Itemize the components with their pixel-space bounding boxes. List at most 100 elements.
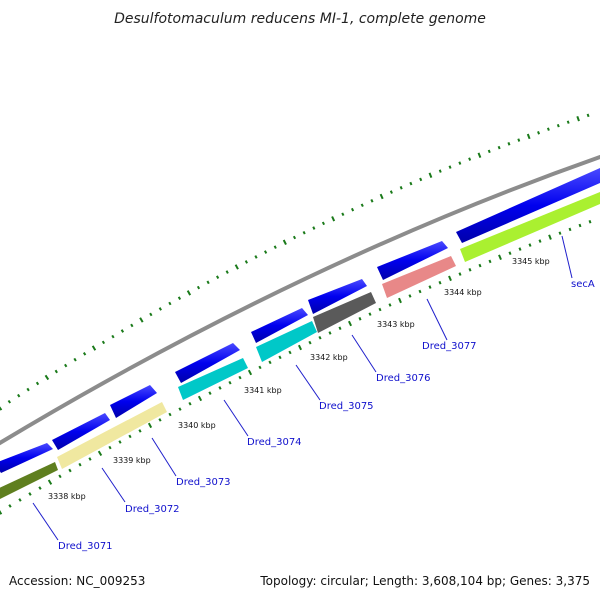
tick-mark <box>118 440 122 444</box>
forward-gene-arrow <box>175 343 240 383</box>
tick-mark <box>168 412 172 417</box>
leader-line <box>426 298 448 341</box>
tick-mark <box>448 275 452 282</box>
tick-mark <box>0 406 3 411</box>
tick-mark <box>244 260 248 264</box>
tick-mark <box>238 375 242 380</box>
tick-mark <box>360 203 364 208</box>
outer-tick-ring <box>0 113 590 411</box>
kbp-label: 3338 kbp <box>48 492 86 501</box>
tick-mark <box>282 239 287 246</box>
reverse-gene-dred_3074 <box>178 358 248 400</box>
tick-mark <box>18 498 22 502</box>
map-title: Desulfotomaculum reducens MI-1, complete… <box>114 11 486 27</box>
tick-mark <box>130 323 134 328</box>
tick-mark <box>234 264 239 270</box>
tick-mark <box>177 296 182 300</box>
tick-mark <box>254 255 258 259</box>
tick-mark <box>399 186 403 190</box>
tick-mark <box>147 422 153 429</box>
forward-gene-arrow <box>110 385 157 418</box>
tick-mark <box>409 181 413 186</box>
tick-mark <box>149 312 153 317</box>
gene-label: Dred_3077 <box>422 341 477 352</box>
tick-mark <box>428 285 432 289</box>
tick-mark <box>398 297 402 304</box>
tick-mark <box>196 285 201 290</box>
tick-mark <box>588 219 592 224</box>
tick-mark <box>108 445 112 450</box>
tick-mark <box>508 251 512 255</box>
forward-strand <box>0 168 600 473</box>
forward-gene-arrow <box>377 241 448 280</box>
tick-mark <box>341 212 345 217</box>
tick-mark <box>97 450 103 457</box>
leader-line <box>351 334 377 373</box>
gene-label: Dred_3073 <box>176 477 231 488</box>
tick-mark <box>546 127 550 131</box>
tick-mark <box>418 289 422 294</box>
reverse-strand <box>0 192 600 499</box>
tick-mark <box>468 268 472 272</box>
tick-mark <box>488 259 492 264</box>
tick-mark <box>8 504 12 508</box>
forward-gene-arrow <box>251 308 308 343</box>
label-leaders <box>32 235 573 541</box>
tick-mark <box>438 169 442 173</box>
tick-mark <box>268 360 272 365</box>
tick-mark <box>216 275 220 279</box>
tick-mark <box>566 120 570 124</box>
tick-mark <box>38 486 42 490</box>
tick-mark <box>128 434 132 439</box>
forward-gene-arrow <box>0 443 53 473</box>
tick-mark <box>35 381 40 386</box>
tick-mark <box>558 231 562 235</box>
tick-mark <box>225 270 229 274</box>
tick-mark <box>278 355 282 360</box>
tick-mark <box>120 329 125 333</box>
leader-line <box>561 235 573 279</box>
tick-mark <box>258 365 262 370</box>
tick-mark <box>197 395 203 402</box>
tick-mark <box>0 510 3 515</box>
tick-mark <box>458 272 462 276</box>
tick-mark <box>419 177 423 182</box>
tick-mark <box>448 165 452 169</box>
tick-mark <box>347 320 353 327</box>
kbp-scale: 3338 kbp 3339 kbp 3340 kbp 3341 kbp 3342… <box>48 257 550 501</box>
tick-mark <box>548 234 552 240</box>
gene-label: Dred_3072 <box>125 504 180 515</box>
tick-mark <box>44 374 50 381</box>
forward-gene-arrow <box>52 413 110 450</box>
tick-mark <box>186 290 192 296</box>
tick-mark <box>158 307 162 311</box>
tick-mark <box>477 152 482 158</box>
tick-mark <box>537 131 541 135</box>
tick-mark <box>438 280 442 285</box>
tick-mark <box>478 263 482 268</box>
reverse-gene-dred_3075 <box>256 321 317 362</box>
tick-mark <box>370 198 374 203</box>
gene-label: Dred_3074 <box>247 437 302 448</box>
tick-mark <box>54 369 58 374</box>
kbp-label: 3342 kbp <box>310 353 348 362</box>
tick-mark <box>88 457 92 461</box>
tick-mark <box>458 161 462 165</box>
gene-label: Dred_3076 <box>376 373 431 384</box>
tick-mark <box>507 142 511 146</box>
tick-mark <box>408 294 412 298</box>
tick-mark <box>368 312 372 316</box>
tick-mark <box>292 235 297 240</box>
inner-tick-ring <box>0 219 592 515</box>
tick-mark <box>64 363 68 368</box>
tick-mark <box>264 250 268 254</box>
tick-mark <box>528 243 532 247</box>
tick-mark <box>338 326 342 331</box>
tick-mark <box>312 226 316 230</box>
gene-label: secA <box>571 279 595 290</box>
tick-mark <box>328 331 332 335</box>
tick-mark <box>247 369 253 376</box>
tick-mark <box>518 247 522 251</box>
tick-mark <box>101 340 106 345</box>
